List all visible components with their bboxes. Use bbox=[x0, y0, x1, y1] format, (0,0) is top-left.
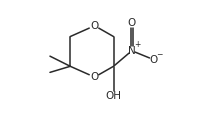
Text: O: O bbox=[149, 55, 158, 65]
Text: OH: OH bbox=[106, 91, 122, 101]
Text: O: O bbox=[90, 21, 99, 31]
Text: O: O bbox=[128, 18, 136, 28]
Text: +: + bbox=[134, 40, 140, 49]
Text: N: N bbox=[128, 46, 136, 56]
Text: O: O bbox=[90, 72, 99, 82]
Text: −: − bbox=[156, 50, 162, 59]
